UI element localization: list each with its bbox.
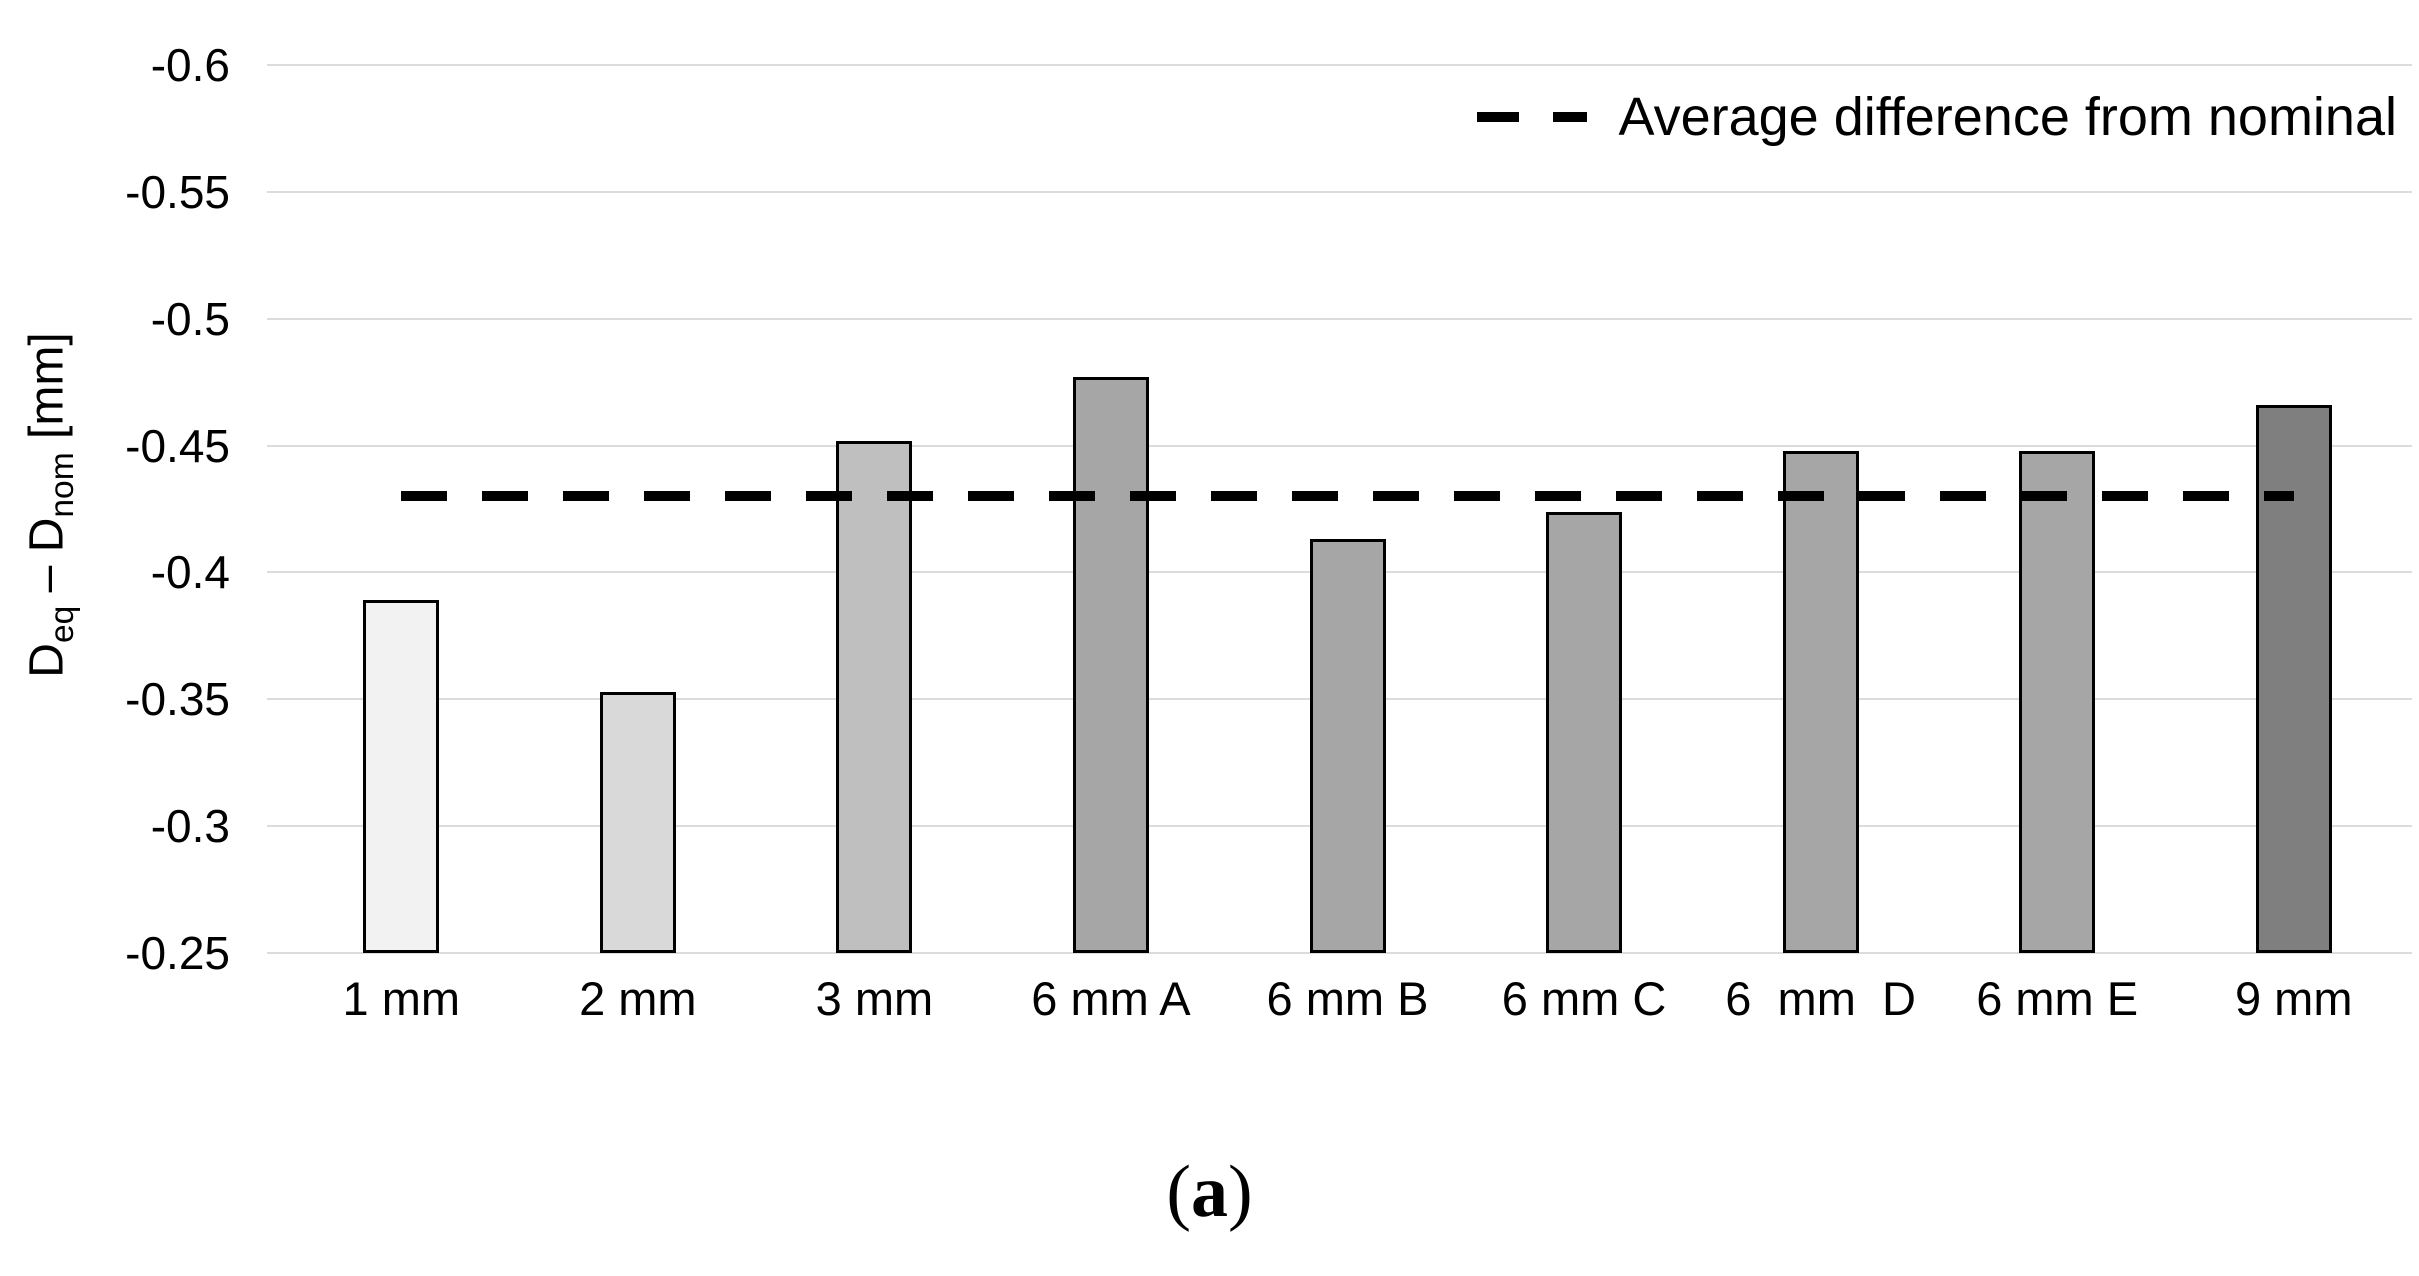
bar-3-mm (836, 440, 913, 953)
gridline (267, 317, 2412, 320)
gridline (267, 64, 2412, 66)
y-axis-tick-labels: -0.6 -0.55 -0.5 -0.45 -0.4 -0.35 -0.3 -0.25 (0, 42, 240, 976)
caption-letter: a (1191, 1151, 1228, 1233)
bar-6-mm-e (2019, 450, 2096, 953)
gridline (267, 952, 2412, 954)
caption-close-paren: ) (1228, 1151, 1253, 1233)
x-tick-label: 2 mm (579, 972, 697, 1025)
x-tick-label: 6 mm B (1266, 972, 1429, 1025)
legend-label: Average difference from nominal (1618, 87, 2397, 147)
gridline (267, 190, 2412, 193)
y-tick-label: -0.6 (150, 39, 230, 91)
x-tick-label: 6 mm A (1031, 972, 1191, 1025)
caption-open-paren: ( (1166, 1151, 1191, 1233)
y-tick-label: -0.5 (150, 292, 230, 345)
x-axis-labels: 1 mm 2 mm 3 mm 6 mm A 6 mm B 6 mm C 6 mm D 6 mm… (283, 975, 2412, 1035)
figure-caption: (a) (0, 1155, 2419, 1229)
x-tick-label: 6 mm E (1976, 972, 2139, 1025)
x-tick-label: 3 mm (815, 972, 934, 1025)
plot-area (267, 64, 2412, 954)
gridline (267, 444, 2412, 447)
y-tick-label: -0.45 (125, 419, 230, 472)
legend: Average difference from nominal (1476, 87, 2397, 147)
bar-1-mm (363, 600, 440, 953)
y-tick-label: -0.4 (150, 546, 230, 599)
y-tick-label: -0.25 (125, 927, 230, 979)
y-tick-label: -0.55 (125, 165, 230, 218)
x-tick-label: 6 mm C (1501, 972, 1667, 1025)
x-tick-label: 1 mm (342, 972, 461, 1025)
x-tick-label: 9 mm (2234, 972, 2353, 1025)
bar-6-mm-b (1309, 539, 1386, 953)
bar-6-mm-d (1782, 450, 1859, 953)
dashed-line-legend-marker (1476, 112, 1587, 122)
bar-2-mm (599, 691, 676, 953)
bar-6-mm-c (1546, 511, 1623, 953)
y-tick-label: -0.3 (150, 800, 230, 853)
x-tick-label: 6 mm D (1725, 972, 1916, 1025)
bar-9-mm (2255, 404, 2332, 953)
average-line (401, 491, 2294, 502)
y-tick-label: -0.35 (125, 673, 230, 726)
bar-6-mm-a (1072, 377, 1149, 953)
